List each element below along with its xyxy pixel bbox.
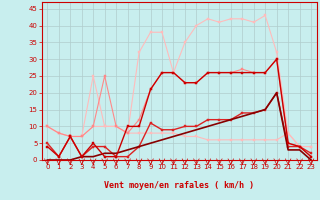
X-axis label: Vent moyen/en rafales ( km/h ): Vent moyen/en rafales ( km/h ): [104, 181, 254, 190]
